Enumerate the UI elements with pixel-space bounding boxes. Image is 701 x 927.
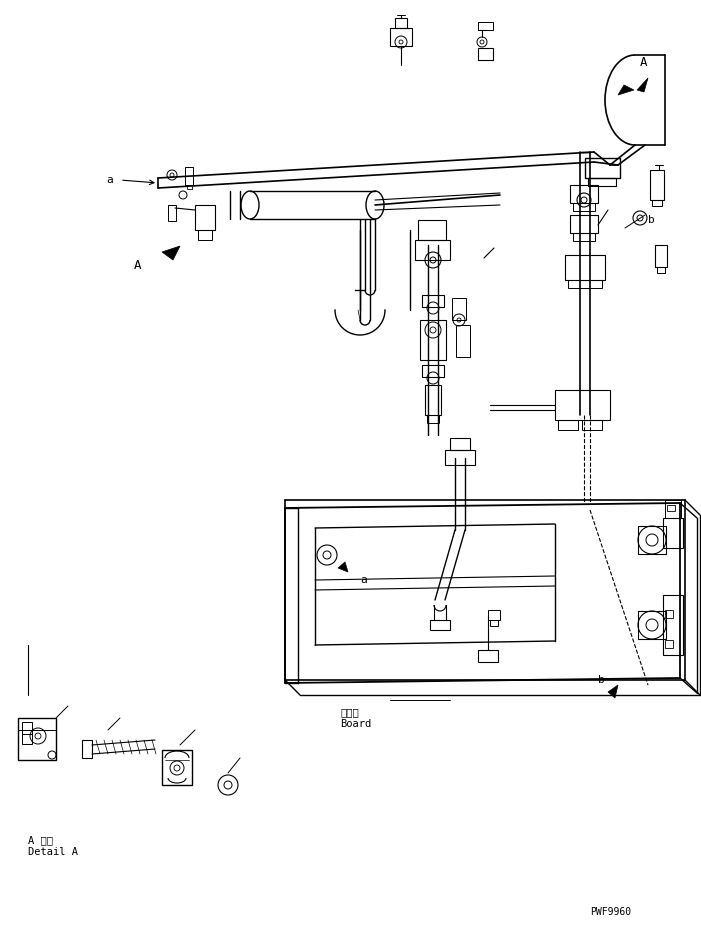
Bar — [638, 611, 666, 639]
Bar — [418, 220, 446, 240]
Text: A 詳細: A 詳細 — [28, 835, 53, 845]
Bar — [570, 185, 598, 203]
Bar — [425, 385, 441, 415]
Bar — [573, 233, 595, 241]
Bar — [422, 365, 444, 377]
Bar — [568, 280, 602, 288]
Bar — [395, 18, 407, 28]
Bar — [195, 205, 215, 230]
Bar — [665, 640, 673, 648]
Bar — [445, 450, 475, 465]
Bar — [665, 610, 673, 618]
Bar — [638, 526, 666, 554]
Bar — [456, 325, 470, 357]
Bar — [82, 740, 92, 758]
Polygon shape — [338, 562, 348, 572]
Bar — [573, 203, 595, 211]
Bar — [555, 390, 610, 420]
Bar — [427, 415, 439, 423]
Bar — [650, 170, 664, 200]
Bar — [478, 22, 493, 30]
Bar — [655, 245, 667, 267]
Bar — [663, 595, 683, 655]
Text: PWF9960: PWF9960 — [590, 907, 631, 917]
Bar — [415, 240, 450, 260]
Polygon shape — [637, 78, 648, 92]
Polygon shape — [162, 246, 180, 260]
Bar — [652, 200, 662, 206]
Bar — [665, 500, 681, 518]
Bar — [22, 722, 32, 734]
Bar — [478, 48, 493, 60]
Bar — [22, 734, 32, 744]
Text: b: b — [648, 215, 655, 225]
Bar — [18, 718, 56, 760]
Text: a: a — [360, 575, 367, 585]
Bar — [570, 215, 598, 233]
Bar — [585, 158, 620, 178]
Bar — [558, 420, 578, 430]
Bar — [430, 620, 450, 630]
Text: ボード: ボード — [340, 707, 359, 717]
Text: A: A — [135, 259, 142, 272]
Bar — [478, 650, 498, 662]
Bar — [390, 28, 412, 46]
Bar — [588, 178, 616, 186]
Bar — [162, 750, 192, 785]
Polygon shape — [618, 85, 634, 95]
Bar — [490, 620, 498, 626]
Bar — [565, 255, 605, 280]
Bar — [422, 295, 444, 307]
Text: Board: Board — [340, 719, 372, 729]
Text: A: A — [640, 56, 648, 69]
Bar — [657, 267, 665, 273]
Bar — [663, 518, 683, 548]
Polygon shape — [608, 685, 618, 698]
Bar — [187, 185, 192, 189]
Bar — [185, 167, 193, 185]
Bar — [582, 420, 602, 430]
Bar — [452, 298, 466, 320]
Bar — [168, 205, 176, 221]
Bar — [420, 320, 446, 360]
Bar — [198, 230, 212, 240]
Bar — [667, 505, 675, 511]
Bar — [488, 610, 500, 620]
Text: Detail A: Detail A — [28, 847, 78, 857]
Text: b: b — [598, 675, 605, 685]
Bar — [450, 438, 470, 450]
Text: a: a — [107, 175, 114, 185]
